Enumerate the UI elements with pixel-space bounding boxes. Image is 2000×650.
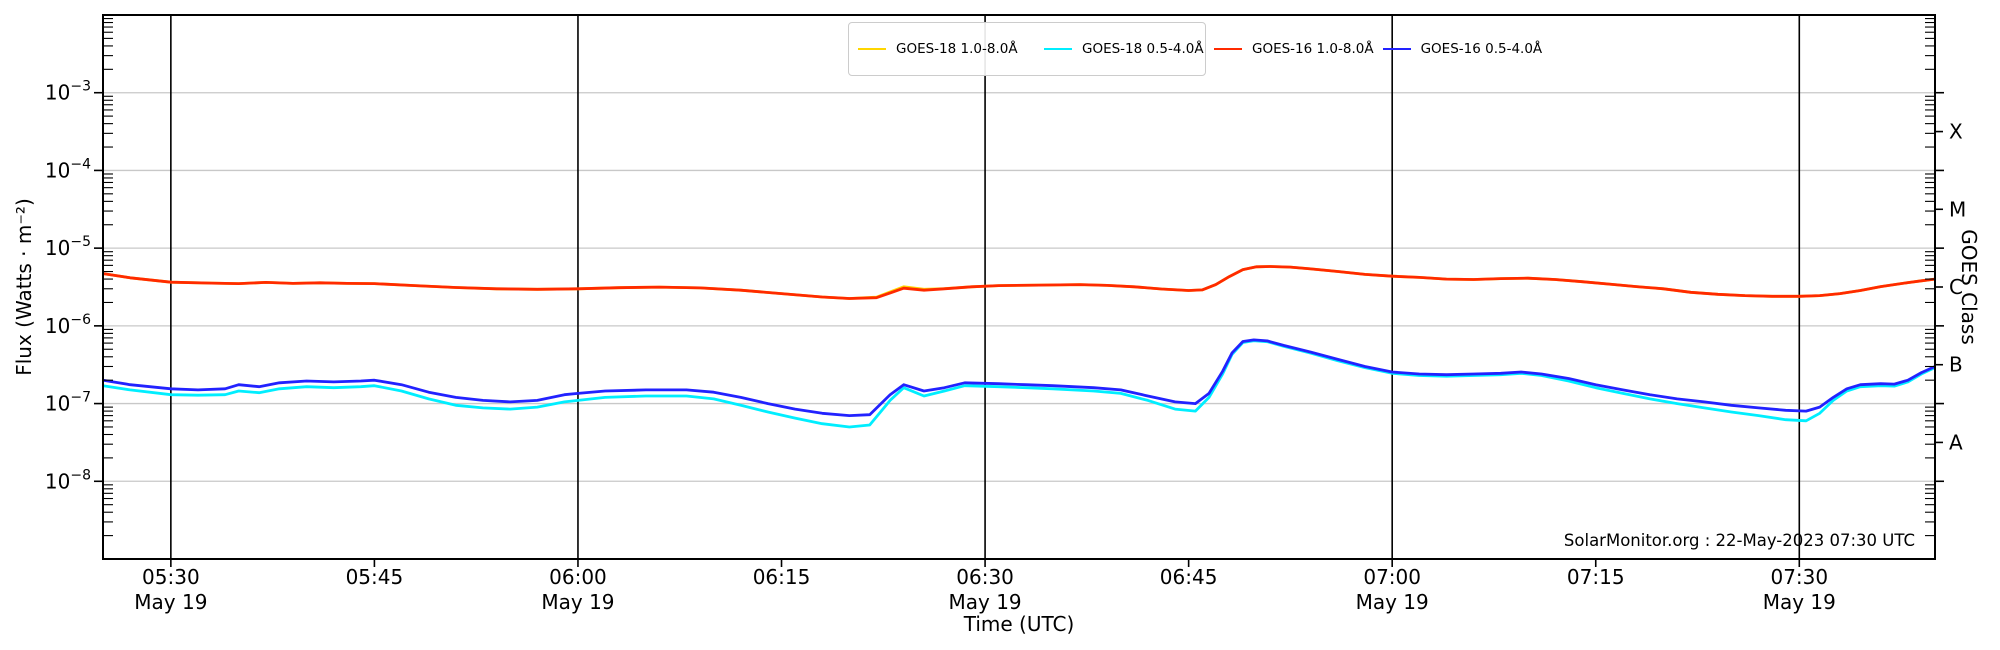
series-goes16_short — [103, 338, 1935, 418]
y-axis-title: Flux (Watts · m⁻²) — [12, 198, 36, 376]
solarmonitor-timestamp: SolarMonitor.org : 22-May-2023 07:30 UTC — [1563, 531, 1915, 550]
legend-label: GOES-16 0.5-4.0Å — [1420, 41, 1543, 57]
goes-class-letter: A — [1949, 430, 1963, 454]
legend-label: GOES-16 1.0-8.0Å — [1252, 41, 1374, 57]
series-goes18_short — [103, 339, 1935, 429]
x-tick-label: 07:15 — [1567, 565, 1625, 589]
goes-class-letter: X — [1949, 120, 1963, 144]
svg-text:10−4: 10−4 — [45, 156, 91, 182]
legend-item-goes18-long: GOES-18 1.0-8.0Å — [849, 41, 1035, 57]
goes-class-letter: M — [1949, 197, 1966, 221]
legend-label: GOES-18 0.5-4.0Å — [1082, 41, 1204, 57]
x-tick-label: 05:45 — [346, 565, 404, 589]
goes16-long-line-swatch-icon — [1214, 48, 1242, 50]
x-tick-date-label: May 19 — [134, 590, 207, 614]
x-tick-date-label: May 19 — [1356, 590, 1429, 614]
x-tick-label: 06:45 — [1160, 565, 1218, 589]
series-goes16_long — [103, 265, 1935, 300]
x-axis-title: Time (UTC) — [963, 612, 1075, 636]
legend-item-goes16-long: GOES-16 1.0-8.0Å — [1205, 41, 1374, 57]
goes16-short-line-swatch-icon — [1382, 48, 1411, 50]
x-tick-date-label: May 19 — [1763, 590, 1836, 614]
legend-item-goes16-short: GOES-16 0.5-4.0Å — [1374, 41, 1543, 57]
x-tick-label: 06:15 — [753, 565, 811, 589]
legend: GOES-18 1.0-8.0Å GOES-18 0.5-4.0Å GOES-1… — [848, 22, 1542, 76]
svg-text:10−7: 10−7 — [45, 390, 91, 416]
legend-label: GOES-18 1.0-8.0Å — [896, 41, 1018, 57]
x-tick-label: 05:30 — [142, 565, 200, 589]
svg-text:10−8: 10−8 — [45, 467, 91, 493]
goes18-short-line-swatch-icon — [1044, 48, 1072, 50]
goes18-long-line-swatch-icon — [858, 48, 886, 50]
right-y-axis-title: GOES Class — [1957, 229, 1981, 345]
x-tick-label: 06:30 — [956, 565, 1014, 589]
goes-class-letter: B — [1949, 353, 1963, 377]
x-tick-date-label: May 19 — [541, 590, 614, 614]
x-tick-date-label: May 19 — [948, 590, 1021, 614]
svg-text:10−5: 10−5 — [45, 234, 91, 260]
x-tick-label: 06:00 — [549, 565, 607, 589]
svg-text:10−6: 10−6 — [45, 312, 91, 338]
legend-item-goes18-short: GOES-18 0.5-4.0Å — [1035, 41, 1205, 57]
goes-class-letter: C — [1949, 275, 1963, 299]
x-tick-label: 07:00 — [1363, 565, 1421, 589]
svg-text:10−3: 10−3 — [45, 79, 91, 105]
x-tick-label: 07:30 — [1770, 565, 1828, 589]
